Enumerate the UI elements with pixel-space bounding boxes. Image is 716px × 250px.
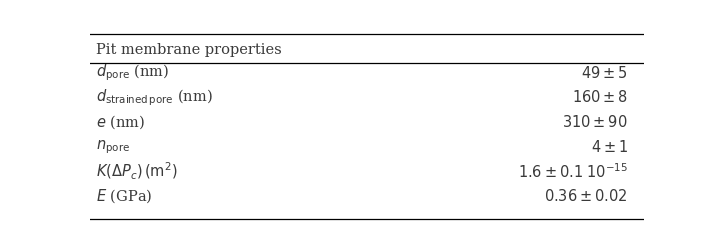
Text: $d_{\mathrm{strained\,pore}}$ (nm): $d_{\mathrm{strained\,pore}}$ (nm) [96,87,213,107]
Text: $e$ (nm): $e$ (nm) [96,113,145,130]
Text: $49 \pm 5$: $49 \pm 5$ [581,64,628,80]
Text: Pit membrane properties: Pit membrane properties [96,43,282,57]
Text: $160 \pm 8$: $160 \pm 8$ [571,89,628,105]
Text: $0.36 \pm 0.02$: $0.36 \pm 0.02$ [544,188,628,204]
Text: $E$ (GPa): $E$ (GPa) [96,187,153,204]
Text: $n_{\mathrm{pore}}$: $n_{\mathrm{pore}}$ [96,138,130,155]
Text: $310 \pm 90$: $310 \pm 90$ [562,114,628,130]
Text: $K(\Delta P_c)\,(\mathrm{m}^2)$: $K(\Delta P_c)\,(\mathrm{m}^2)$ [96,160,178,182]
Text: $4 \pm 1$: $4 \pm 1$ [591,138,628,154]
Text: $1.6 \pm 0.1\;10^{-15}$: $1.6 \pm 0.1\;10^{-15}$ [518,162,628,180]
Text: $d_{\mathrm{pore}}$ (nm): $d_{\mathrm{pore}}$ (nm) [96,62,170,82]
